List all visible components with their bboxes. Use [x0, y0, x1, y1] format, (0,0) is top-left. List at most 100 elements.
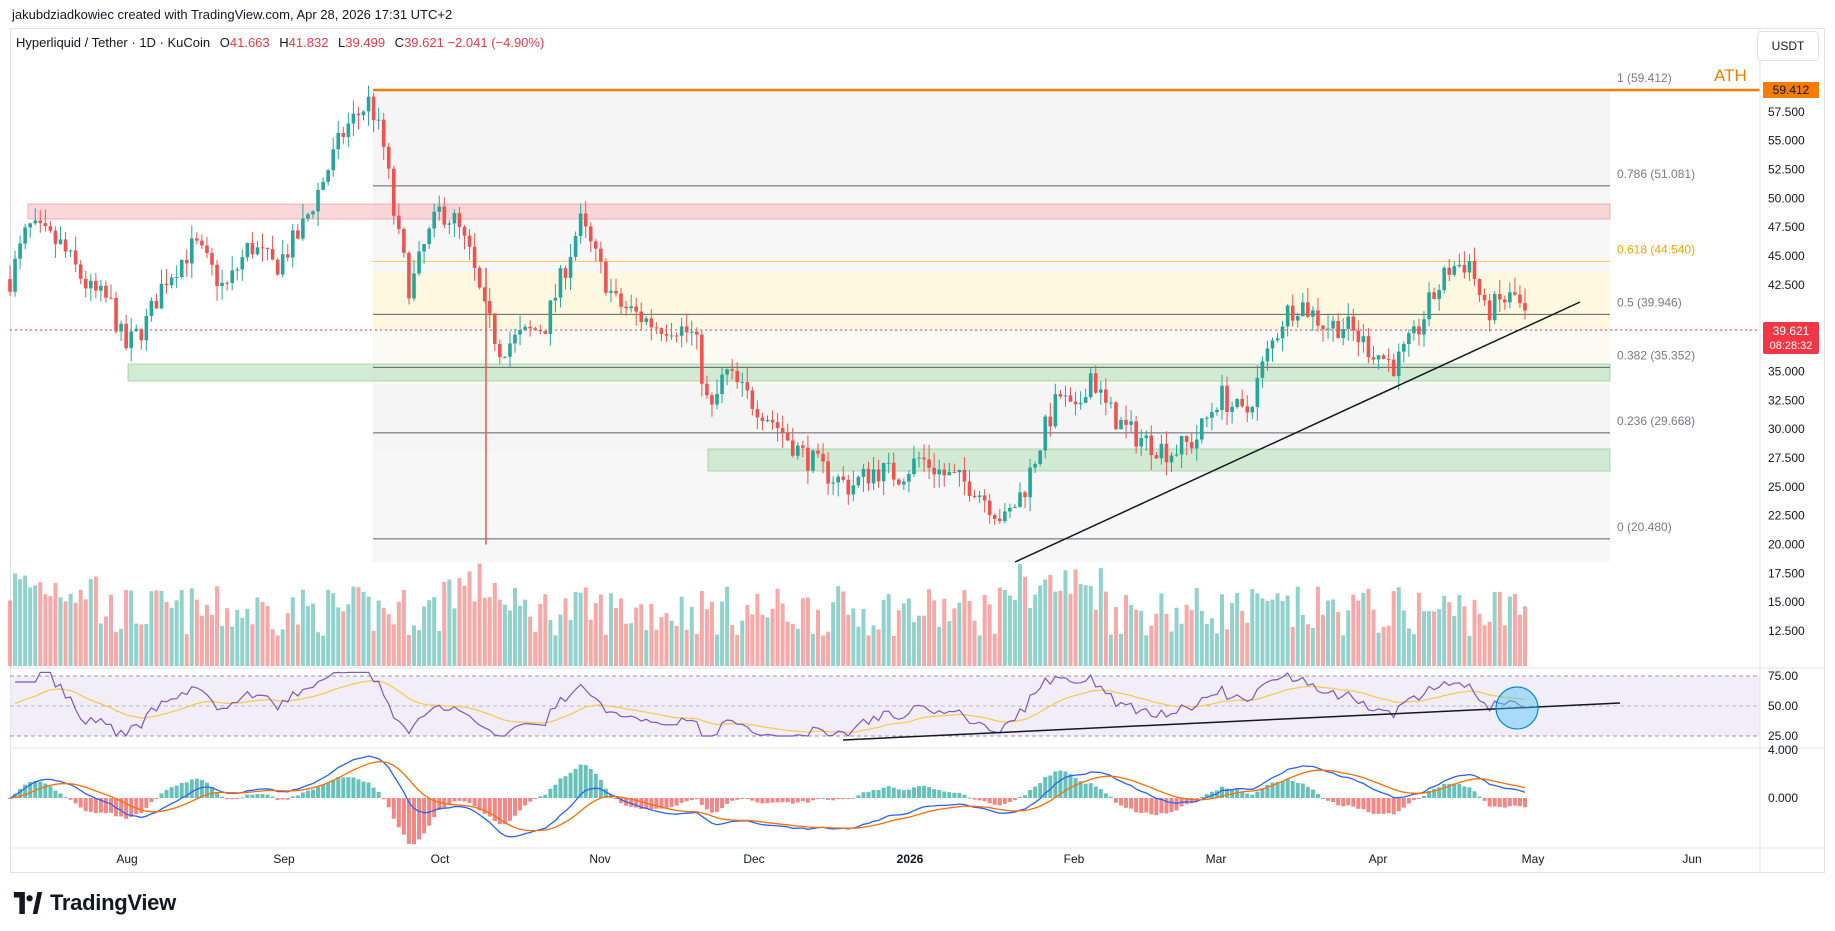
candle-body [644, 318, 649, 323]
volume-bar [866, 635, 871, 666]
candle-body [1179, 436, 1184, 455]
support-zone-lower [707, 448, 1611, 472]
volume-bar [588, 619, 593, 666]
volume-bar [1477, 613, 1482, 666]
candle-body [412, 273, 416, 299]
volume-bar [952, 608, 957, 666]
macd-hist-bar [755, 798, 760, 803]
macd-hist-bar [1492, 798, 1497, 807]
volume-bar [634, 607, 639, 666]
volume-bar [68, 593, 73, 666]
candle-body [1366, 336, 1371, 358]
rsi-highlight-circle[interactable] [1495, 686, 1539, 730]
macd-hist-bar [406, 798, 411, 844]
volume-bar [528, 616, 533, 666]
macd-hist-bar [184, 782, 189, 798]
time-tick-label: Sep [273, 852, 295, 866]
macd-hist-bar [533, 798, 538, 799]
candle-body [427, 228, 431, 245]
macd-hist-bar [1285, 779, 1290, 798]
candle-body [366, 96, 371, 112]
volume-bar [896, 610, 901, 666]
time-axis[interactable]: Aug Sep Oct Nov Dec 2026 Feb Mar Apr May Jun [116, 852, 1701, 866]
candle-body [1301, 302, 1305, 317]
macd-hist-bar [841, 798, 846, 799]
currency-button[interactable]: USDT [1757, 31, 1819, 61]
tradingview-logo[interactable]: TradingView [12, 890, 176, 916]
macd-hist-bar [1371, 798, 1376, 814]
candle-body [735, 370, 739, 383]
time-tick-label: May [1522, 852, 1545, 866]
volume-bar [1422, 611, 1426, 666]
volume-bar [543, 594, 548, 666]
volume-bar [1442, 595, 1447, 666]
rsi-trendline[interactable] [842, 702, 1621, 741]
macd-hist-bar [901, 790, 906, 798]
price-axis[interactable]: 57.500 55.000 52.500 50.000 47.500 45.000 42.5… [1768, 105, 1805, 638]
volume-bar [114, 632, 119, 666]
candle-body [987, 500, 992, 516]
candle-body [210, 253, 214, 265]
macd-hist-bar [1517, 798, 1522, 807]
candle-body [311, 211, 315, 215]
volume-bar [467, 571, 472, 666]
volume-bar [63, 601, 68, 666]
candle-body [220, 282, 224, 287]
candle-body [972, 495, 977, 498]
macd-hist-bar [1018, 796, 1022, 798]
price-tick-label: 50.000 [1768, 191, 1805, 205]
volume-bar [311, 603, 315, 666]
macd-hist-bar [144, 798, 149, 808]
volume-bar [432, 597, 437, 666]
candle-body [1255, 377, 1260, 408]
candle-body [1124, 420, 1128, 425]
rsi-line [15, 671, 1526, 738]
candle-body [740, 382, 745, 384]
volume-bar [770, 608, 775, 666]
macd-hist-bar [1406, 798, 1411, 804]
macd-hist-bar [58, 793, 63, 798]
price-trendline[interactable] [1014, 301, 1581, 563]
macd-hist-bar [1255, 791, 1260, 798]
candle-body [316, 189, 320, 212]
candle-body [43, 223, 48, 227]
volume-bar [401, 589, 406, 666]
price-tick-label: 42.500 [1768, 278, 1805, 292]
macd-hist-bar [1391, 798, 1396, 815]
time-tick-label: Mar [1206, 852, 1227, 866]
last-price-badge [1763, 322, 1819, 354]
candle-body [755, 408, 760, 418]
symbol-name[interactable]: Hyperliquid / Tether · 1D · KuCoin [16, 35, 211, 50]
macd-hist-bar [871, 789, 876, 798]
candle-body [553, 297, 558, 301]
candle-body [1336, 320, 1340, 338]
volume-bar [1048, 574, 1053, 666]
macd-hist-bar [401, 798, 406, 835]
candle-body [715, 393, 719, 405]
volume-bar [23, 575, 28, 666]
volume-bar [740, 620, 745, 666]
symbol-legend[interactable]: Hyperliquid / Tether · 1D · KuCoin O41.6… [16, 35, 544, 50]
macd-hist-bar [1477, 796, 1482, 798]
macd-hist-bar [851, 797, 856, 799]
macd-hist-bar [1124, 798, 1129, 808]
macd-hist-bar [947, 792, 952, 798]
fib-levels[interactable]: 1 (59.412) 0.786 (51.081) 0.618 (44.540) 0.… [373, 71, 1695, 540]
volume-bar [376, 600, 381, 666]
price-tick-label: 35.000 [1768, 364, 1805, 378]
candle-body [518, 329, 522, 335]
macd-hist-bar [932, 789, 937, 798]
volume-bar [1078, 584, 1083, 666]
volume-bar [1149, 625, 1154, 666]
candle-body [68, 250, 73, 252]
candle-body [790, 440, 795, 456]
macd-hist-bar [1245, 793, 1250, 798]
candle-body [528, 326, 532, 329]
candle-body [245, 243, 250, 258]
candle-body [634, 306, 638, 312]
resistance-zone [27, 203, 1611, 220]
macd-hist-bar [800, 798, 805, 802]
volume-bar [497, 599, 502, 666]
volume-bar [1129, 605, 1134, 666]
